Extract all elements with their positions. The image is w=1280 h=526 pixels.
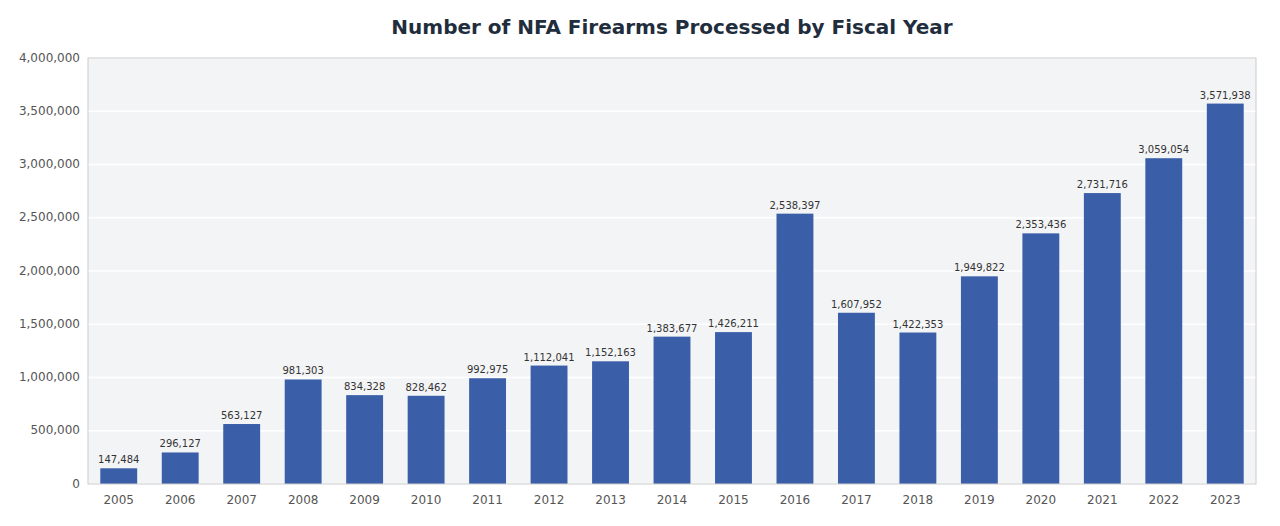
- x-tick-label: 2018: [903, 493, 934, 507]
- chart-container: 0 500,000 1,000,000 1,500,000 2,000,000 2,500…: [0, 0, 1280, 526]
- x-tick-label: 2007: [226, 493, 257, 507]
- bar: [838, 313, 875, 484]
- bar: [408, 396, 445, 484]
- data-label: 834,328: [344, 381, 385, 392]
- bar: [285, 379, 322, 484]
- bar: [346, 395, 383, 484]
- plot-frame: [88, 58, 1256, 484]
- bar: [1084, 193, 1121, 484]
- y-tick-label: 1,500,000: [19, 317, 80, 331]
- y-tick-label: 3,000,000: [19, 157, 80, 171]
- x-tick-label: 2011: [472, 493, 503, 507]
- x-tick-label: 2006: [165, 493, 196, 507]
- bar: [592, 361, 629, 484]
- y-tick-label: 2,000,000: [19, 264, 80, 278]
- bars: [100, 104, 1243, 484]
- bar: [715, 332, 752, 484]
- y-tick-label: 1,000,000: [19, 370, 80, 384]
- data-label: 3,059,054: [1138, 144, 1189, 155]
- plot-background: [88, 58, 1256, 484]
- data-labels: 147,484 296,127 563,127 981,303 834,328 828,4…: [98, 90, 1251, 466]
- bar: [1022, 233, 1059, 484]
- bar: [162, 452, 199, 484]
- bar: [531, 366, 568, 484]
- data-label: 296,127: [160, 438, 201, 449]
- x-tick-label: 2023: [1210, 493, 1241, 507]
- data-label: 1,112,041: [524, 352, 575, 363]
- data-label: 3,571,938: [1200, 90, 1251, 101]
- bar: [469, 378, 506, 484]
- y-axis: 0 500,000 1,000,000 1,500,000 2,000,000 2,500…: [19, 51, 80, 491]
- x-tick-label: 2008: [288, 493, 319, 507]
- x-axis: 2005 2006 2007 2008 2009 2010 2011 2012 2013 2014…: [103, 493, 1240, 507]
- x-tick-label: 2013: [595, 493, 626, 507]
- data-label: 147,484: [98, 454, 139, 465]
- bar: [100, 468, 137, 484]
- bar: [777, 214, 814, 484]
- bar: [899, 333, 936, 484]
- x-tick-label: 2010: [411, 493, 442, 507]
- grid-line: [88, 164, 1256, 166]
- bar: [961, 276, 998, 484]
- grid-line: [88, 111, 1256, 113]
- data-label: 563,127: [221, 410, 262, 421]
- grid-line: [88, 217, 1256, 219]
- x-tick-label: 2021: [1087, 493, 1118, 507]
- x-tick-label: 2016: [780, 493, 811, 507]
- y-tick-label: 3,500,000: [19, 104, 80, 118]
- x-tick-label: 2017: [841, 493, 872, 507]
- data-label: 1,607,952: [831, 299, 882, 310]
- y-tick-label: 500,000: [30, 423, 80, 437]
- data-label: 1,383,677: [647, 323, 698, 334]
- bar: [654, 337, 691, 484]
- data-label: 1,949,822: [954, 262, 1005, 273]
- bar: [1207, 104, 1244, 484]
- y-tick-label: 0: [72, 477, 80, 491]
- data-label: 2,731,716: [1077, 179, 1128, 190]
- grid-line: [88, 270, 1256, 272]
- data-label: 1,422,353: [892, 319, 943, 330]
- x-tick-label: 2022: [1149, 493, 1180, 507]
- data-label: 2,538,397: [769, 200, 820, 211]
- data-label: 828,462: [405, 382, 446, 393]
- x-tick-label: 2009: [349, 493, 380, 507]
- y-tick-label: 4,000,000: [19, 51, 80, 65]
- x-tick-label: 2014: [657, 493, 688, 507]
- data-label: 992,975: [467, 364, 508, 375]
- x-tick-label: 2012: [534, 493, 565, 507]
- chart-title: Number of NFA Firearms Processed by Fisc…: [391, 15, 952, 39]
- data-label: 1,426,211: [708, 318, 759, 329]
- bar: [223, 424, 260, 484]
- grid: [88, 58, 1256, 484]
- x-tick-label: 2020: [1026, 493, 1057, 507]
- x-tick-label: 2019: [964, 493, 995, 507]
- data-label: 2,353,436: [1015, 219, 1066, 230]
- x-tick-label: 2005: [103, 493, 134, 507]
- data-label: 981,303: [282, 365, 323, 376]
- bar: [1145, 158, 1182, 484]
- data-label: 1,152,163: [585, 347, 636, 358]
- x-tick-label: 2015: [718, 493, 749, 507]
- chart-svg: 0 500,000 1,000,000 1,500,000 2,000,000 2,500…: [0, 0, 1280, 526]
- y-tick-label: 2,500,000: [19, 210, 80, 224]
